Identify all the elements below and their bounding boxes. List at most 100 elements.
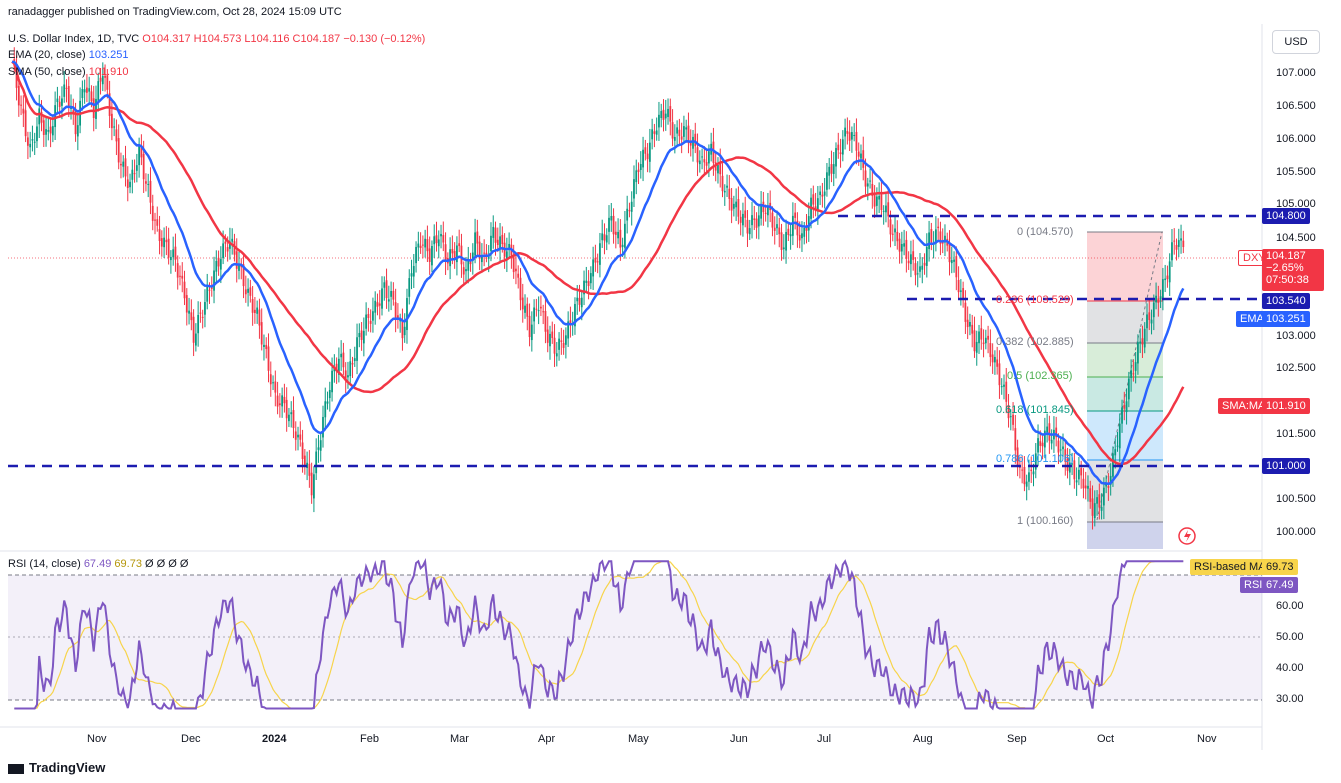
candle-body <box>923 262 926 266</box>
candle-body <box>1057 440 1060 453</box>
legend-sma-row[interactable]: SMA (50, close) 101.910 <box>8 66 128 78</box>
ema-price-tag[interactable]: 103.251 <box>1262 311 1310 327</box>
rsi-ma-price-tag[interactable]: 69.73 <box>1262 559 1298 575</box>
candle-body <box>937 226 940 229</box>
symbol-name[interactable]: U.S. Dollar Index, 1D, TVC <box>8 33 140 45</box>
price-tick: 105.000 <box>1276 198 1316 210</box>
legend-rsi-row[interactable]: RSI (14, close) 67.49 69.73 Ø Ø Ø Ø <box>8 558 188 570</box>
candle-body <box>76 125 79 137</box>
footer-brand[interactable]: TradingView <box>8 760 105 775</box>
candle-body <box>939 231 942 244</box>
candle-body <box>299 434 302 440</box>
candle-body <box>950 260 953 264</box>
events-icon[interactable] <box>1178 527 1196 545</box>
candle-body <box>948 242 951 263</box>
candle-body <box>1016 447 1019 467</box>
candle-body <box>185 295 188 313</box>
candle-body <box>971 324 974 334</box>
fib-label-236: 0.236 (103.529) <box>996 294 1074 306</box>
candle-body <box>692 136 694 149</box>
candle-body <box>767 206 769 216</box>
candle-body <box>415 246 417 264</box>
candle-body <box>435 235 438 244</box>
candle-body <box>533 307 535 322</box>
candle-body <box>812 194 815 205</box>
candle-body <box>340 353 343 358</box>
candle-body <box>739 216 742 223</box>
candle-body <box>151 205 154 221</box>
candle-body <box>292 410 295 429</box>
candle-body <box>353 358 356 362</box>
candle-body <box>149 180 152 203</box>
candle-body <box>787 228 790 235</box>
candle-body <box>880 192 883 210</box>
candle-body <box>183 281 186 299</box>
tradingview-logo-icon <box>8 763 24 774</box>
candle-body <box>244 289 247 295</box>
candle-body <box>651 129 654 140</box>
candle-body <box>560 340 563 342</box>
candle-body <box>342 352 345 368</box>
candle-body <box>349 361 352 377</box>
time-tick: May <box>628 733 649 745</box>
currency-button[interactable]: USD <box>1272 30 1320 54</box>
candle-body <box>145 181 147 184</box>
candle-body <box>832 164 835 174</box>
candle-body <box>599 243 601 265</box>
candle-body <box>17 85 20 106</box>
candle-body <box>857 151 860 157</box>
candle-body <box>140 146 143 158</box>
ema-line[interactable] <box>11 60 1185 486</box>
fib-label-1: 1 (100.160) <box>1017 515 1074 527</box>
candle-body <box>910 254 912 265</box>
candle-body <box>310 472 313 496</box>
candle-body <box>578 297 581 305</box>
candle-body <box>81 88 84 99</box>
time-tick: Dec <box>181 733 201 745</box>
price-tick: 101.500 <box>1276 428 1316 440</box>
candle-body <box>465 269 467 272</box>
candle-body <box>728 188 731 199</box>
candle-body <box>276 395 279 407</box>
candle-body <box>362 330 365 344</box>
candle-body <box>1159 296 1162 300</box>
rsi-price-tag[interactable]: 67.49 <box>1262 577 1298 593</box>
dxy-price-tag[interactable]: 104.187 −2.65% 07:50:38 <box>1262 249 1324 291</box>
rsi-line[interactable] <box>14 557 1184 711</box>
candle-body <box>290 412 293 415</box>
legend-ema-row[interactable]: EMA (20, close) 103.251 <box>8 49 128 61</box>
candle-body <box>213 270 215 291</box>
candle-body <box>122 161 125 167</box>
candle-body <box>517 273 520 278</box>
candle-body <box>126 179 129 188</box>
rsi-tick: 40.00 <box>1276 662 1304 674</box>
candle-body <box>564 335 567 345</box>
candle-body <box>653 131 656 134</box>
level-tag-mid[interactable]: 103.540 <box>1262 293 1310 309</box>
candle-body <box>982 342 985 345</box>
fib-retracement[interactable] <box>1087 231 1163 549</box>
candle-body <box>358 332 361 338</box>
rsi-ma-line[interactable] <box>14 560 1184 710</box>
ema-legend-label: EMA (20, close) <box>8 49 86 61</box>
candle-body <box>959 290 962 292</box>
candle-body <box>907 260 910 264</box>
level-tag-low[interactable]: 101.000 <box>1262 458 1310 474</box>
candle-body <box>719 161 722 175</box>
candle-body <box>433 236 436 245</box>
candle-body <box>576 297 579 302</box>
candle-body <box>957 279 960 293</box>
candle-body <box>249 287 252 296</box>
candle-body <box>735 201 738 208</box>
candle-body <box>251 299 254 313</box>
candle-body <box>188 310 190 314</box>
rsi-legend-label: RSI (14, close) <box>8 558 81 570</box>
sma-price-tag[interactable]: 101.910 <box>1262 398 1310 414</box>
candle-body <box>172 249 175 258</box>
level-tag-top[interactable]: 104.800 <box>1262 208 1310 224</box>
dxy-price: 104.187 <box>1266 250 1306 262</box>
candle-body <box>106 75 109 90</box>
candle-body <box>805 225 808 231</box>
price-tick: 100.000 <box>1276 526 1316 538</box>
